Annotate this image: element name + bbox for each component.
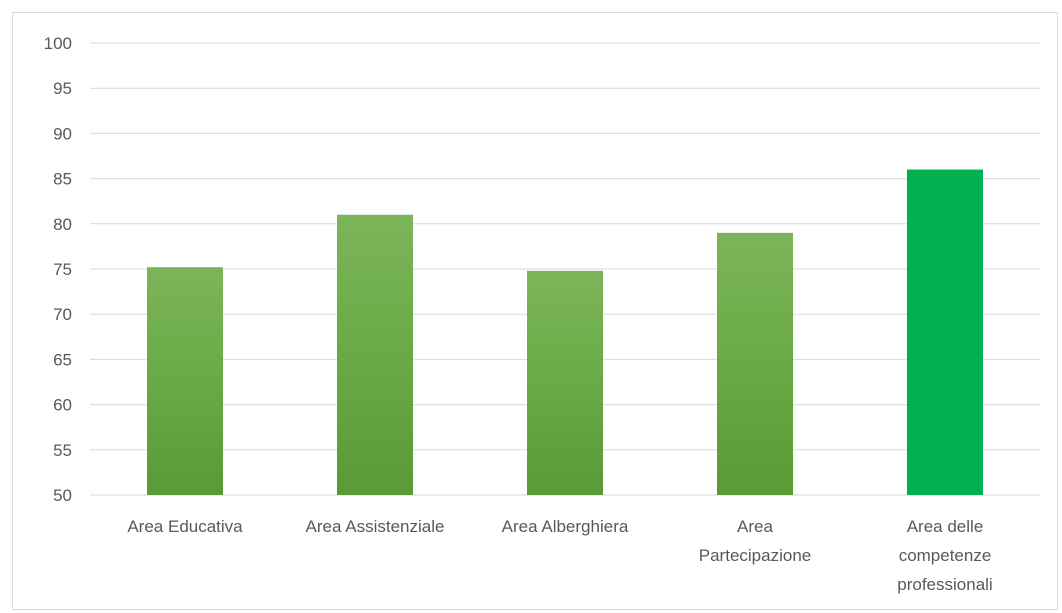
bar-3 [717, 232, 793, 495]
x-category-label: Partecipazione [699, 546, 811, 565]
y-tick-label: 65 [53, 350, 72, 369]
y-tick-label: 100 [44, 34, 72, 53]
y-tick-label: 50 [53, 486, 72, 505]
bar-1 [337, 214, 413, 495]
y-axis-ticks: 50 55 60 65 70 75 80 85 90 95 100 [44, 34, 72, 505]
x-category-label: competenze [899, 546, 992, 565]
y-tick-label: 60 [53, 396, 72, 415]
y-tick-label: 55 [53, 441, 72, 460]
x-category-label: professionali [897, 575, 992, 594]
x-category-label: Area Assistenziale [306, 517, 445, 536]
x-axis-labels: Area Educativa Area Assistenziale Area Alb… [127, 517, 992, 594]
bar-4 [907, 169, 983, 495]
bar-0 [147, 267, 223, 495]
x-category-label: Area [737, 517, 773, 536]
x-category-label: Area Educativa [127, 517, 243, 536]
y-tick-label: 80 [53, 215, 72, 234]
y-tick-label: 95 [53, 79, 72, 98]
x-category-label: Area Alberghiera [502, 517, 629, 536]
gridlines [90, 42, 1040, 496]
bars [147, 169, 983, 495]
y-tick-label: 75 [53, 260, 72, 279]
x-category-label: Area delle [907, 517, 984, 536]
y-tick-label: 85 [53, 170, 72, 189]
bar-2 [527, 270, 603, 495]
y-tick-label: 90 [53, 124, 72, 143]
y-tick-label: 70 [53, 305, 72, 324]
